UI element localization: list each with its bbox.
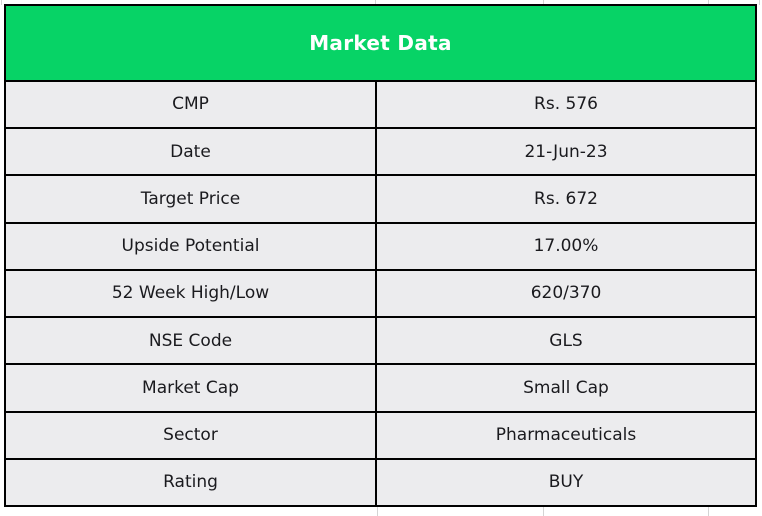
market-data-table: Market Data CMP Rs. 576 Date 21-Jun-23 T… bbox=[4, 4, 757, 507]
row-value-cell[interactable]: GLS bbox=[549, 330, 583, 351]
row-label-cell[interactable]: Market Cap bbox=[6, 365, 377, 411]
row-value-cell[interactable]: Pharmaceuticals bbox=[495, 424, 637, 445]
table-row-target-price: Target Price Rs. 672 bbox=[6, 176, 755, 224]
spreadsheet-gridline bbox=[377, 507, 378, 516]
row-value-cell[interactable]: Rs. 672 bbox=[534, 188, 598, 209]
row-label-cell[interactable]: CMP bbox=[6, 82, 377, 128]
row-value-cell[interactable]: Small Cap bbox=[523, 377, 609, 398]
spreadsheet-gridline bbox=[543, 0, 544, 5]
spreadsheet-gridline bbox=[375, 0, 376, 5]
table-row-nse-code: NSE Code GLS bbox=[6, 318, 755, 366]
row-value-cell[interactable]: 620/370 bbox=[530, 283, 602, 304]
row-label-cell[interactable]: Sector bbox=[6, 412, 377, 458]
spreadsheet-gridline bbox=[708, 0, 709, 5]
table-row-market-cap: Market Cap Small Cap bbox=[6, 365, 755, 413]
row-value-cell[interactable]: BUY bbox=[548, 472, 584, 493]
row-value-cell[interactable]: 21-Jun-23 bbox=[524, 141, 608, 162]
table-row-rating: Rating BUY bbox=[6, 459, 755, 505]
table-row-date: Date 21-Jun-23 bbox=[6, 129, 755, 177]
row-label-cell[interactable]: Date bbox=[6, 129, 377, 175]
table-row-sector: Sector Pharmaceuticals bbox=[6, 412, 755, 460]
table-row-cmp: CMP Rs. 576 bbox=[6, 82, 755, 130]
row-label-cell[interactable]: Rating bbox=[6, 459, 377, 505]
spreadsheet-gridline bbox=[543, 507, 544, 516]
row-label-cell[interactable]: NSE Code bbox=[6, 318, 377, 364]
row-value-cell[interactable]: 17.00% bbox=[533, 236, 599, 257]
table-row-upside-potential: Upside Potential 17.00% bbox=[6, 223, 755, 271]
table-title: Market Data bbox=[309, 31, 452, 55]
table-header: Market Data bbox=[6, 6, 755, 82]
table-row-52-week-high-low: 52 Week High/Low 620/370 bbox=[6, 270, 755, 319]
spreadsheet-gridline bbox=[1, 0, 2, 5]
spreadsheet-gridline bbox=[708, 507, 709, 516]
row-label-cell[interactable]: Target Price bbox=[6, 176, 377, 222]
row-label-cell[interactable]: 52 Week High/Low bbox=[6, 270, 377, 317]
spreadsheet-gridline bbox=[759, 0, 760, 5]
row-value-cell[interactable]: Rs. 576 bbox=[534, 94, 598, 115]
row-label-cell[interactable]: Upside Potential bbox=[6, 223, 377, 269]
